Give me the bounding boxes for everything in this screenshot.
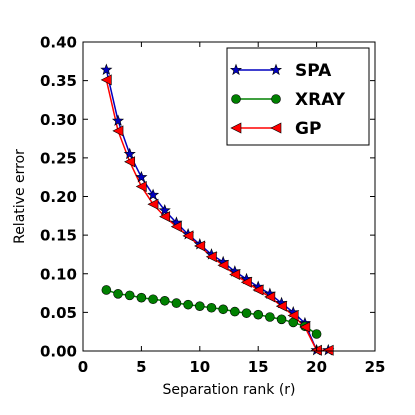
data-point-gp — [194, 240, 206, 252]
data-point-gp — [147, 198, 159, 210]
data-point-xray — [124, 290, 135, 301]
data-point-gp — [112, 125, 124, 137]
y-tick-label: 0.15 — [40, 227, 77, 245]
legend-marker-gp — [230, 122, 242, 134]
legend-marker-xray — [231, 94, 241, 104]
legend-label-xray: XRAY — [295, 90, 346, 110]
legend-marker-spa — [229, 63, 243, 76]
y-tick-label: 0.00 — [40, 343, 77, 361]
x-tick-label: 0 — [78, 358, 88, 376]
data-point-xray — [101, 285, 112, 295]
data-point-gp — [159, 211, 171, 223]
x-tick-label: 20 — [306, 358, 327, 376]
data-point-gp — [240, 276, 252, 288]
data-point-xray — [230, 306, 240, 317]
y-tick-label: 0.20 — [40, 188, 77, 206]
axis-ticks — [82, 41, 376, 352]
data-point-xray — [113, 289, 123, 299]
data-point-xray — [265, 312, 275, 322]
data-point-xray — [311, 329, 322, 339]
data-point-gp — [252, 284, 264, 296]
x-tick-label: 25 — [365, 358, 386, 376]
data-point-spa — [158, 204, 171, 216]
legend-marker-gp — [270, 122, 282, 134]
x-axis-title: Separation rank (r) — [162, 382, 295, 398]
legend: SPA XRAY GP — [226, 47, 370, 146]
y-tick-label: 0.40 — [40, 34, 77, 52]
data-point-gp — [322, 344, 334, 356]
legend-marker-spa — [269, 63, 283, 76]
data-point-xray — [136, 292, 147, 303]
data-point-xray — [148, 294, 158, 305]
data-point-xray — [218, 304, 228, 315]
data-point-xray — [206, 302, 217, 313]
series-markers — [100, 63, 335, 356]
data-point-spa — [123, 147, 136, 160]
data-point-gp — [217, 259, 229, 271]
data-point-xray — [241, 308, 252, 318]
data-point-xray — [253, 309, 264, 320]
data-point-gp — [264, 291, 276, 303]
y-tick-label: 0.30 — [40, 111, 77, 129]
data-point-xray — [159, 295, 170, 306]
data-point-gp — [275, 300, 287, 312]
data-point-gp — [100, 74, 112, 86]
legend-label-spa: SPA — [295, 61, 332, 81]
data-point-gp — [287, 309, 299, 321]
data-point-gp — [205, 251, 217, 263]
data-point-spa — [135, 170, 148, 183]
x-tick-label: 10 — [189, 358, 210, 376]
axis-tick-labels: 0 5 10 15 20 25 0.00 0.05 0.10 0.15 0.20 0.25 0.30 0.… — [40, 34, 385, 377]
legend-box — [226, 47, 370, 146]
data-point-xray — [195, 301, 205, 311]
data-point-gp — [170, 221, 182, 233]
data-point-spa — [147, 188, 160, 201]
y-axis-title: Relative error — [12, 149, 28, 244]
y-tick-label: 0.10 — [40, 265, 77, 283]
data-point-spa — [100, 63, 113, 75]
data-point-xray — [276, 314, 287, 325]
data-point-gp — [124, 156, 136, 168]
y-tick-label: 0.05 — [40, 304, 77, 322]
data-point-xray — [171, 298, 182, 308]
data-point-spa — [111, 114, 125, 126]
x-tick-label: 5 — [136, 358, 146, 376]
data-point-xray — [183, 299, 193, 310]
x-tick-label: 15 — [248, 358, 269, 376]
data-point-gp — [229, 269, 241, 281]
legend-marker-xray — [271, 94, 281, 104]
data-point-gp — [299, 321, 311, 333]
data-point-gp — [135, 180, 147, 192]
y-tick-label: 0.35 — [40, 72, 77, 90]
y-tick-label: 0.25 — [40, 149, 77, 167]
data-point-gp — [182, 230, 194, 242]
legend-label-gp: GP — [295, 119, 321, 139]
